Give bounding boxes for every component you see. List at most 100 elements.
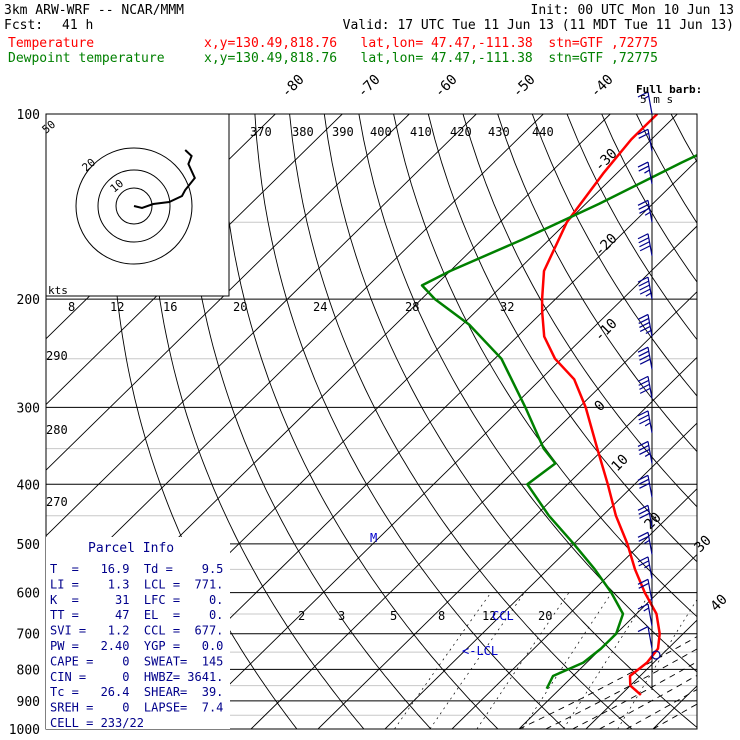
- wind-barb: [637, 276, 653, 300]
- mixing-ratio-line: [522, 592, 613, 729]
- wind-barb-shaft: [647, 277, 653, 300]
- pressure-tick-label: 100: [17, 108, 40, 123]
- wind-barb-shaft: [647, 376, 653, 399]
- parcel-info-box: Parcel Info T = 16.9 Td = 9.5LI = 1.3 LCL…: [46, 537, 230, 730]
- hodograph-kts-label: kts: [48, 284, 68, 297]
- pressure-tick-label: 400: [17, 478, 40, 493]
- wind-barb-half-flag: [644, 539, 650, 544]
- parcel-info-row: TT = 47 EL = 0.: [50, 608, 223, 622]
- wind-barb-flag: [637, 91, 649, 98]
- isotherm-label: -80: [279, 72, 308, 101]
- hodo-speed-label: 28: [405, 300, 419, 314]
- isotherm-label: 40: [708, 592, 731, 615]
- wind-barb-shaft: [647, 475, 653, 498]
- forecast-hour: 41 h: [62, 18, 94, 33]
- isotherm-line: [46, 114, 410, 471]
- theta-label: 440: [532, 125, 554, 139]
- wind-barb-flag: [637, 603, 649, 610]
- wind-barb-shaft: [647, 129, 653, 152]
- wind-barb: [637, 531, 653, 555]
- hodo-speed-label: 24: [313, 300, 327, 314]
- isotherm-line: [384, 422, 697, 729]
- legend-dewpoint: Dewpoint temperature: [8, 51, 165, 66]
- wind-barb-flag: [637, 313, 649, 320]
- pressure-tick-label: 600: [17, 587, 40, 602]
- dry-adiabat-line: [254, 114, 566, 729]
- parcel-info-row: CELL = 233/22: [50, 716, 144, 730]
- dry-adiabat-line: [323, 114, 697, 728]
- wind-barb-flag: [639, 288, 651, 295]
- moist-adiabat-line: [625, 688, 697, 729]
- wind-barb-flag: [639, 245, 651, 252]
- hodo-speed-label: 16: [163, 300, 177, 314]
- wind-barb-half-flag: [644, 564, 650, 569]
- hodo-speed-label: 12: [110, 300, 124, 314]
- wind-barb-half-flag: [643, 95, 650, 100]
- isotherm-label: -50: [510, 72, 539, 101]
- isotherm-label: 30: [692, 533, 715, 556]
- theta-label: 430: [488, 125, 510, 139]
- wind-barb-flag: [638, 203, 649, 210]
- wind-barb-flag: [639, 321, 650, 328]
- wind-barb-flag: [637, 375, 649, 382]
- lcl-annotation: <-LCL: [462, 644, 498, 658]
- dry-adiabat-line: [462, 114, 697, 508]
- dry-adiabat-line: [149, 114, 365, 729]
- isotherm-line: [250, 291, 697, 729]
- dry-adiabat-line: [393, 114, 697, 618]
- hodo-speed-label: 20: [233, 300, 247, 314]
- wind-barb-flag: [639, 418, 650, 425]
- wind-barb-flag: [637, 504, 649, 511]
- wind-barb-flag: [639, 207, 650, 214]
- wind-barb-flag: [639, 354, 650, 361]
- wind-barb: [637, 578, 653, 602]
- wind-barb-flag: [638, 280, 649, 287]
- wind-barb: [637, 410, 653, 433]
- wind-barb-flag: [637, 410, 649, 417]
- wind-barb-flag: [637, 276, 649, 283]
- parcel-info-row: LI = 1.3 LCL = 771.: [50, 577, 223, 591]
- wind-barb-flag: [639, 358, 651, 365]
- mixing-level-marker: M: [370, 531, 377, 545]
- wind-barb-flag: [638, 535, 649, 542]
- wind-barb-flag: [638, 478, 649, 485]
- wind-barb-shaft: [647, 441, 653, 464]
- wind-barb-flag: [637, 474, 649, 481]
- dry-adiabat-line: [670, 114, 697, 163]
- wind-barb-shaft: [647, 200, 653, 223]
- theta-side-label: 290: [46, 349, 68, 363]
- mixing-ratio-label: 2: [298, 609, 305, 623]
- wind-barb-flag: [639, 284, 650, 291]
- wind-barb-flag: [639, 512, 650, 519]
- wind-barb-shaft: [647, 161, 653, 185]
- wind-barb-shaft: [647, 91, 653, 115]
- init-time: Init: 00 UTC Mon 10 Jun 13: [530, 3, 735, 18]
- dry-adiabat-line: [706, 114, 740, 729]
- hodograph-ring: [115, 187, 153, 225]
- dry-adiabat-line: [289, 114, 633, 729]
- theta-label: 370: [250, 125, 272, 139]
- dry-adiabat-line: [185, 114, 432, 729]
- moist-adiabat-line: [572, 661, 697, 729]
- isotherm-line: [518, 553, 697, 729]
- wind-barb-flag: [638, 132, 649, 139]
- wind-barb: [637, 233, 653, 256]
- theta-label: 420: [450, 125, 472, 139]
- parcel-info-row: CAPE = 0 SWEAT= 145: [50, 654, 223, 668]
- wind-barb: [637, 474, 653, 498]
- isotherm-label: -40: [588, 72, 617, 101]
- wind-barb: [637, 375, 653, 399]
- wind-barb-flag: [637, 578, 649, 585]
- wind-barb-flag: [638, 165, 649, 172]
- dewpoint-profile: [420, 153, 697, 690]
- wind-barb-shaft: [647, 556, 653, 579]
- parcel-info-title: Parcel Info: [88, 541, 174, 556]
- parcel-info-row: Tc = 26.4 SHEAR= 39.: [50, 685, 223, 699]
- mixing-ratio-label: 8: [438, 609, 445, 623]
- wind-barb: [637, 603, 653, 627]
- theta-label: 390: [332, 125, 354, 139]
- wind-barb-flag: [638, 317, 649, 324]
- wind-barb: [637, 626, 653, 649]
- wind-barb-flag: [637, 199, 649, 206]
